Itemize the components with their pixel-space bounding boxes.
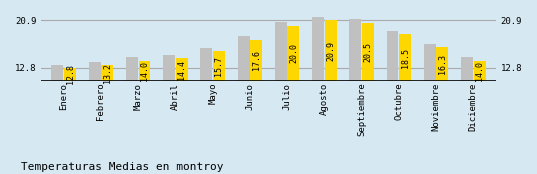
Bar xyxy=(237,36,250,81)
Bar xyxy=(250,40,262,81)
Bar xyxy=(399,34,411,81)
Bar xyxy=(387,31,398,81)
Bar xyxy=(325,20,337,81)
Text: 17.6: 17.6 xyxy=(252,50,260,70)
Text: 16.3: 16.3 xyxy=(438,54,447,74)
Bar xyxy=(163,55,175,81)
Bar xyxy=(213,51,225,81)
Bar xyxy=(287,26,300,81)
Text: 14.0: 14.0 xyxy=(140,61,149,81)
Bar xyxy=(312,17,324,81)
Bar xyxy=(89,62,100,81)
Bar xyxy=(424,44,436,81)
Text: 13.2: 13.2 xyxy=(103,63,112,83)
Bar xyxy=(176,58,188,81)
Bar xyxy=(200,48,212,81)
Bar xyxy=(52,65,63,81)
Bar xyxy=(275,22,287,81)
Bar xyxy=(349,19,361,81)
Bar xyxy=(126,57,138,81)
Bar xyxy=(437,47,448,81)
Bar xyxy=(101,65,113,81)
Bar xyxy=(474,61,485,81)
Bar xyxy=(139,61,150,81)
Bar xyxy=(64,68,76,81)
Text: Temperaturas Medias en montroy: Temperaturas Medias en montroy xyxy=(21,162,224,172)
Text: 15.7: 15.7 xyxy=(214,56,223,76)
Text: 20.9: 20.9 xyxy=(326,41,335,61)
Text: 14.4: 14.4 xyxy=(177,60,186,80)
Text: 20.0: 20.0 xyxy=(289,43,298,63)
Text: 20.5: 20.5 xyxy=(364,42,373,62)
Bar xyxy=(362,23,374,81)
Text: 14.0: 14.0 xyxy=(475,61,484,81)
Bar xyxy=(461,57,473,81)
Text: 12.8: 12.8 xyxy=(66,65,75,85)
Text: 18.5: 18.5 xyxy=(401,48,410,68)
